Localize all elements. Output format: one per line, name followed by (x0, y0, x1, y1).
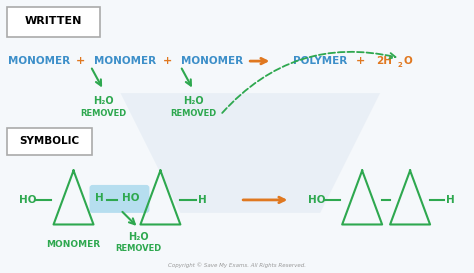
Text: H: H (198, 195, 207, 205)
Polygon shape (120, 93, 380, 213)
Text: MONOMER: MONOMER (94, 56, 156, 66)
Text: 2: 2 (397, 62, 402, 68)
Text: HO: HO (122, 193, 139, 203)
Text: REMOVED: REMOVED (170, 109, 217, 118)
Text: REMOVED: REMOVED (115, 244, 162, 253)
FancyBboxPatch shape (7, 128, 92, 155)
Text: MONOMER: MONOMER (181, 56, 244, 66)
Text: Copyright © Save My Exams. All Rights Reserved.: Copyright © Save My Exams. All Rights Re… (168, 262, 306, 268)
Text: H₂O: H₂O (93, 96, 114, 106)
Text: +: + (76, 56, 85, 66)
Text: +: + (356, 56, 365, 66)
Text: HO: HO (308, 195, 326, 205)
Text: WRITTEN: WRITTEN (25, 16, 82, 26)
Text: +: + (163, 56, 172, 66)
Text: REMOVED: REMOVED (81, 109, 127, 118)
Text: H: H (446, 195, 455, 205)
Text: 2H: 2H (376, 56, 392, 66)
Text: O: O (403, 56, 412, 66)
Text: SYMBOLIC: SYMBOLIC (19, 136, 80, 146)
Text: POLYMER: POLYMER (293, 56, 347, 66)
FancyBboxPatch shape (7, 7, 100, 37)
FancyBboxPatch shape (90, 185, 149, 213)
Text: H: H (95, 193, 104, 203)
Text: H₂O: H₂O (128, 232, 149, 242)
Text: HO: HO (18, 195, 36, 205)
Text: H₂O: H₂O (183, 96, 204, 106)
Text: MONOMER: MONOMER (8, 56, 70, 66)
Text: MONOMER: MONOMER (46, 240, 100, 249)
